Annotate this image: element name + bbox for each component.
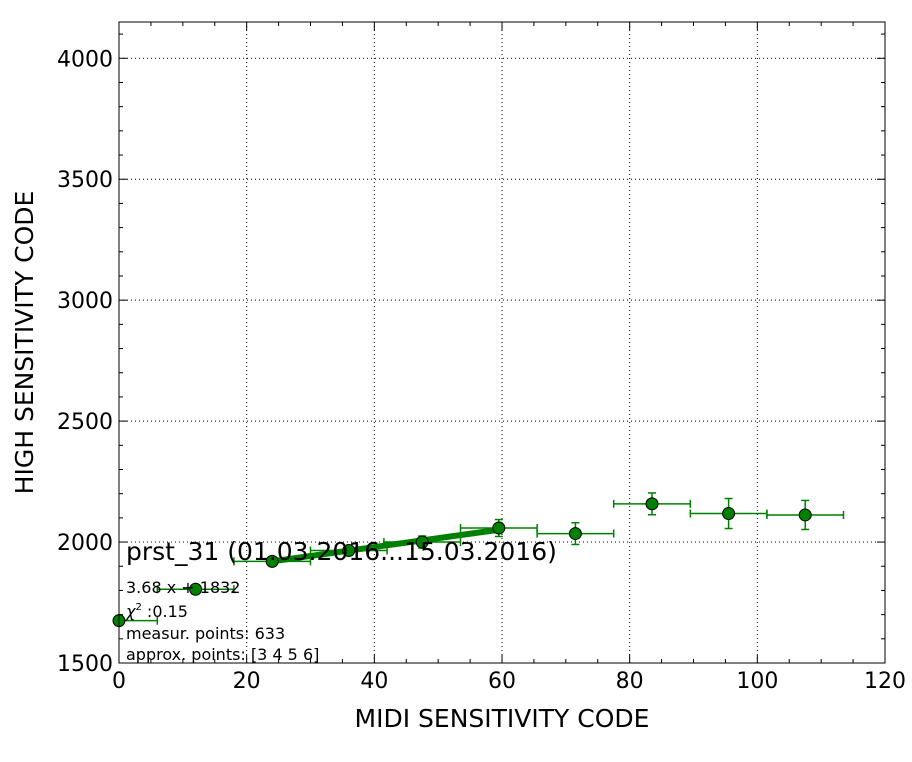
data-point-group [309, 544, 388, 558]
fit-annotations: prst_31 (01.03.2016...15.03.2016) 3.68 x… [125, 537, 557, 664]
data-point-group [612, 492, 692, 516]
data-point [189, 582, 203, 596]
axis-ticks: 0 20 40 60 80 100 120 1500 2000 2500 3000 3500 4000 [57, 22, 906, 694]
data-point-group [689, 497, 768, 530]
data-point [568, 527, 582, 541]
chi2-value: :0.15 [142, 602, 188, 621]
data-point [415, 535, 429, 549]
data-point-group [536, 521, 615, 546]
data-point [265, 554, 279, 568]
annotation-title: prst_31 (01.03.2016...15.03.2016) [126, 537, 557, 566]
y-tick-label: 2500 [57, 410, 113, 435]
x-tick-label: 80 [616, 669, 644, 694]
fit-line-layer [271, 526, 500, 565]
data-point [342, 544, 356, 558]
data-point-group [766, 499, 845, 531]
x-tick-label: 120 [864, 669, 906, 694]
x-axis-title: MIDI SENSITIVITY CODE [355, 704, 650, 733]
data-point-group [233, 554, 312, 568]
annotation-equation: 3.68 x + 1832 [126, 578, 240, 597]
y-tick-label: 3000 [57, 289, 113, 314]
data-point [645, 497, 659, 511]
annotation-approx-points: approx. points: [3 4 5 6] [126, 645, 319, 664]
y-tick-label: 3500 [57, 168, 113, 193]
y-tick-label: 1500 [57, 652, 113, 677]
data-point [722, 507, 736, 521]
x-tick-label: 100 [736, 669, 778, 694]
data-point-group [156, 582, 235, 596]
y-tick-label: 4000 [57, 47, 113, 72]
y-axis-title: HIGH SENSITIVITY CODE [10, 191, 39, 495]
data-point [492, 521, 506, 535]
annotation-chi2: χ2 :0.15 [125, 602, 188, 621]
grid-lines [119, 22, 885, 663]
x-tick-label: 40 [360, 669, 388, 694]
chi2-symbol: χ [125, 602, 136, 621]
x-tick-label: 60 [488, 669, 516, 694]
data-point-group [383, 535, 462, 549]
data-points [112, 492, 845, 628]
x-tick-label: 20 [233, 669, 261, 694]
x-tick-label: 0 [112, 669, 126, 694]
data-point-group [459, 518, 538, 538]
data-point [798, 508, 812, 522]
y-tick-label: 2000 [57, 531, 113, 556]
annotation-measur-points: measur. points: 633 [126, 624, 285, 643]
fit-line [271, 526, 500, 565]
chi2-superscript: 2 [135, 602, 141, 613]
